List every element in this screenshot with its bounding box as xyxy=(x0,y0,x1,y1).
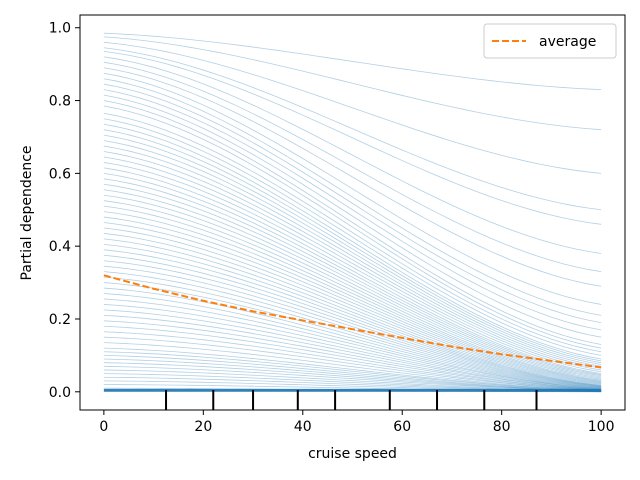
ice-line xyxy=(103,172,602,376)
ice-line xyxy=(103,112,602,353)
ice-line xyxy=(103,129,602,362)
y-tick-label: 0.2 xyxy=(49,312,71,328)
ice-line xyxy=(103,189,602,379)
y-tick-label: 0.6 xyxy=(49,166,71,182)
ice-line xyxy=(103,233,602,385)
ice-line xyxy=(103,243,602,387)
x-tick-label: 20 xyxy=(194,419,212,435)
ice-line xyxy=(103,298,602,390)
ice-line xyxy=(103,32,602,91)
ice-line xyxy=(103,83,602,324)
y-tick-label: 0.4 xyxy=(49,239,71,255)
ice-line xyxy=(103,211,602,382)
rug-marks xyxy=(165,390,538,410)
ice-line xyxy=(103,100,602,345)
ice-line xyxy=(103,227,602,385)
ice-line xyxy=(103,194,602,380)
ice-line xyxy=(103,351,602,392)
ice-line xyxy=(103,72,602,305)
x-ticks: 0 20 40 60 80 100 xyxy=(99,410,614,435)
ice-line xyxy=(103,134,602,364)
ice-line xyxy=(103,51,602,225)
ice-line xyxy=(103,105,602,349)
y-ticks: 0.0 0.2 0.4 0.6 0.8 1.0 xyxy=(49,21,80,401)
y-tick-label: 1.0 xyxy=(49,21,71,37)
ice-line xyxy=(103,358,602,392)
x-tick-label: 80 xyxy=(493,419,511,435)
ice-lines xyxy=(103,32,602,393)
ice-line xyxy=(103,354,602,392)
ice-line xyxy=(103,222,602,384)
ice-line xyxy=(103,347,602,392)
ice-line xyxy=(103,162,602,373)
x-tick-label: 0 xyxy=(99,419,108,435)
ice-line xyxy=(103,89,602,331)
y-tick-label: 0.0 xyxy=(49,385,71,401)
ice-line xyxy=(103,94,602,338)
ice-line xyxy=(103,167,602,374)
ice-line xyxy=(103,56,602,254)
ice-line xyxy=(103,309,602,391)
ice-line xyxy=(103,304,602,390)
ice-line xyxy=(103,293,602,390)
ice-line xyxy=(103,118,602,356)
ice-line xyxy=(103,265,602,388)
ice-line xyxy=(103,205,602,382)
ice-line xyxy=(103,36,602,131)
ice-line xyxy=(103,238,602,386)
ice-line xyxy=(103,254,602,387)
ice-line xyxy=(103,325,602,391)
x-tick-label: 40 xyxy=(294,419,312,435)
legend-average-label: average xyxy=(539,34,596,50)
average-line-group xyxy=(103,274,602,369)
ice-line xyxy=(103,216,602,383)
ice-line xyxy=(103,123,602,360)
legend-box xyxy=(483,23,617,59)
ice-line xyxy=(103,276,602,389)
ice-line xyxy=(103,78,602,316)
plot-background xyxy=(80,15,625,410)
ice-line xyxy=(103,156,602,371)
x-tick-label: 60 xyxy=(393,419,411,435)
ice-line xyxy=(103,61,602,273)
ice-line xyxy=(103,320,602,391)
ice-line xyxy=(103,282,602,389)
plot-frame xyxy=(79,14,626,411)
ice-line xyxy=(103,362,602,392)
y-axis-label: Partial dependence xyxy=(19,145,35,280)
ice-line xyxy=(103,47,602,211)
y-tick-label: 0.8 xyxy=(49,94,71,110)
ice-line xyxy=(103,342,602,392)
x-tick-label: 100 xyxy=(588,419,615,435)
ice-line-band xyxy=(103,388,602,392)
ice-line xyxy=(103,314,602,391)
ice-line xyxy=(103,336,602,391)
ice-line xyxy=(103,249,602,387)
ice-line xyxy=(103,178,602,377)
ice-line xyxy=(103,260,602,388)
average-line xyxy=(103,274,602,369)
ice-line xyxy=(103,41,602,174)
ice-line xyxy=(103,331,602,391)
ice-line xyxy=(103,67,602,287)
legend: average xyxy=(483,23,617,59)
ice-line xyxy=(103,140,602,365)
ice-line xyxy=(103,365,602,392)
x-axis-label: cruise speed xyxy=(308,446,397,462)
ice-line xyxy=(103,287,602,389)
ice-line xyxy=(103,145,602,367)
ice-line xyxy=(103,151,602,369)
ice-line xyxy=(103,200,602,381)
